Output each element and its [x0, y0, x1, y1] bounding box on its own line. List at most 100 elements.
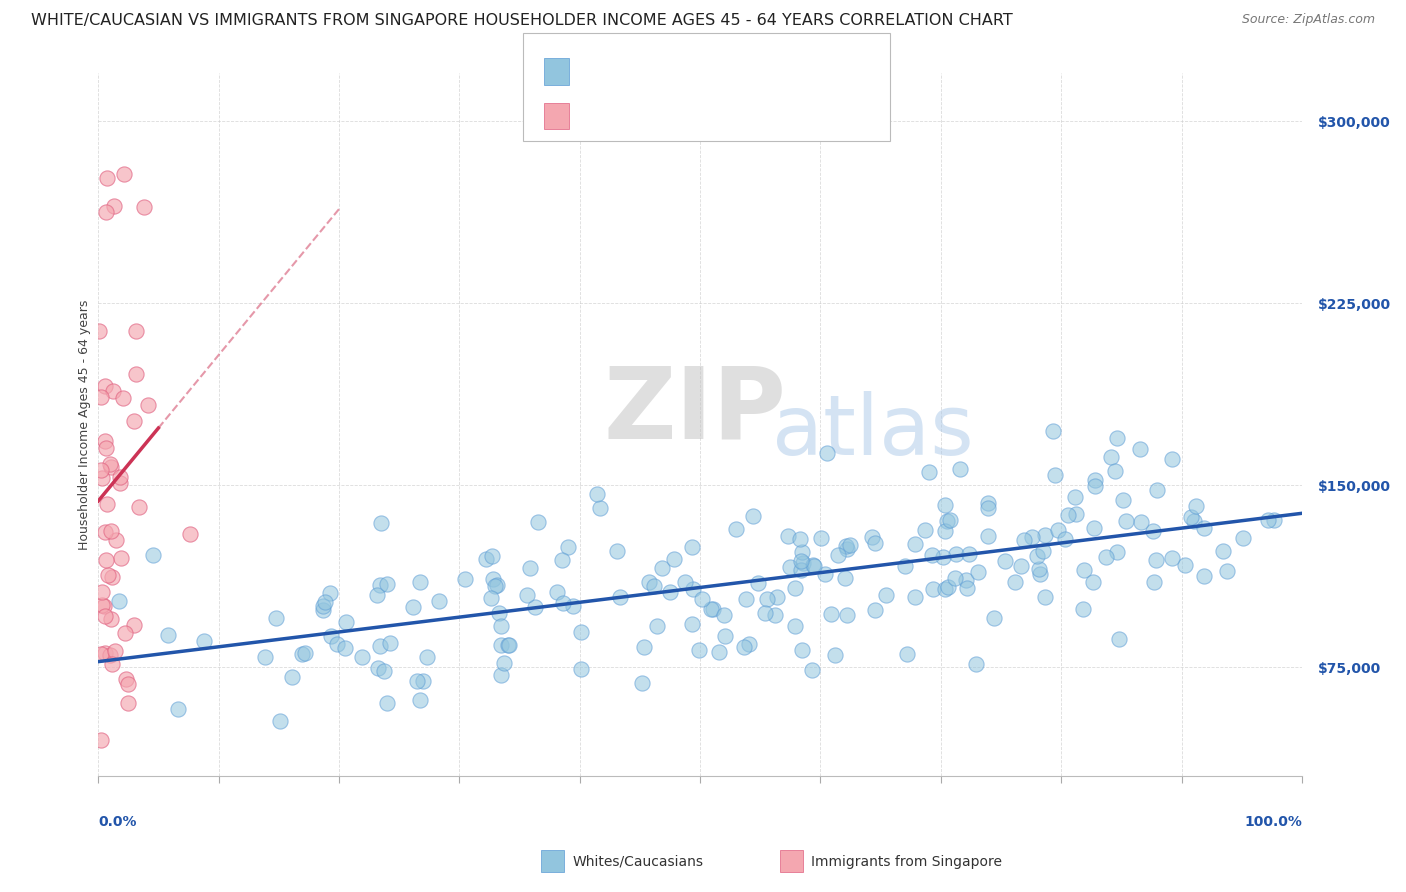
Point	[416, 650, 439, 665]
Point	[138, 398, 160, 412]
Point	[1026, 549, 1049, 563]
Point	[100, 460, 122, 475]
Point	[1107, 431, 1129, 445]
Point	[321, 629, 343, 643]
Point	[1004, 575, 1026, 590]
Point	[90, 390, 112, 404]
Point	[157, 628, 180, 642]
Point	[104, 644, 127, 658]
Point	[1184, 500, 1206, 514]
Point	[314, 595, 336, 609]
Point	[949, 461, 972, 475]
Point	[803, 559, 825, 574]
Point	[820, 607, 842, 621]
Text: R = -0.107   N =  50: R = -0.107 N = 50	[581, 107, 763, 125]
Point	[790, 554, 813, 568]
Point	[112, 167, 135, 181]
Point	[742, 509, 765, 524]
Point	[93, 379, 115, 393]
Point	[1032, 544, 1054, 558]
Point	[651, 561, 673, 575]
Point	[673, 574, 696, 589]
Text: R =  0.746   N = 200: R = 0.746 N = 200	[581, 61, 768, 78]
Point	[105, 533, 128, 547]
Point	[709, 645, 731, 659]
Point	[903, 537, 925, 551]
Point	[527, 515, 550, 529]
Point	[97, 567, 120, 582]
Point	[1053, 532, 1076, 546]
Point	[1161, 452, 1184, 467]
Point	[800, 663, 823, 677]
Point	[790, 563, 813, 577]
Point	[122, 414, 145, 428]
Point	[98, 458, 121, 472]
Point	[1257, 513, 1279, 527]
Point	[253, 650, 276, 665]
Point	[643, 579, 665, 593]
Point	[179, 527, 201, 541]
Point	[1129, 442, 1152, 457]
Point	[977, 529, 1000, 543]
Point	[835, 541, 858, 556]
Point	[96, 205, 118, 219]
Point	[368, 640, 391, 654]
Point	[783, 619, 806, 633]
Point	[834, 571, 856, 585]
Point	[516, 588, 538, 602]
Point	[914, 523, 936, 537]
Point	[1099, 450, 1122, 464]
Point	[498, 638, 520, 652]
Point	[835, 607, 858, 622]
Point	[1146, 553, 1168, 567]
Point	[1028, 566, 1050, 581]
Point	[101, 657, 124, 671]
Point	[562, 599, 585, 613]
Point	[94, 553, 117, 567]
Text: 100.0%: 100.0%	[1244, 814, 1302, 829]
Point	[765, 590, 787, 604]
Point	[100, 524, 122, 538]
Point	[484, 579, 506, 593]
Point	[93, 599, 115, 613]
Point	[894, 559, 917, 574]
Point	[779, 560, 801, 574]
Point	[90, 732, 112, 747]
Point	[1108, 632, 1130, 647]
Point	[408, 693, 430, 707]
Point	[1142, 524, 1164, 538]
Point	[557, 540, 579, 554]
Point	[747, 576, 769, 591]
Point	[983, 610, 1005, 624]
Point	[1084, 473, 1107, 487]
Point	[93, 608, 115, 623]
Point	[1045, 467, 1067, 482]
Point	[735, 591, 758, 606]
Point	[934, 498, 956, 512]
Point	[491, 639, 513, 653]
Point	[479, 591, 502, 606]
Point	[1194, 568, 1216, 582]
Point	[1180, 510, 1202, 524]
Point	[115, 672, 138, 686]
Point	[96, 170, 118, 185]
Point	[373, 664, 395, 678]
Point	[124, 324, 146, 338]
Point	[863, 536, 886, 550]
Point	[827, 549, 849, 563]
Point	[1232, 531, 1254, 545]
Point	[193, 634, 215, 648]
Point	[553, 596, 575, 610]
Point	[945, 548, 967, 562]
Point	[94, 646, 117, 660]
Point	[481, 572, 503, 586]
Point	[955, 573, 977, 587]
Point	[110, 551, 132, 566]
Point	[638, 574, 661, 589]
Point	[108, 475, 131, 490]
Point	[790, 643, 813, 657]
Point	[291, 647, 314, 661]
Point	[375, 696, 398, 710]
Point	[1263, 513, 1285, 527]
Point	[94, 525, 117, 540]
